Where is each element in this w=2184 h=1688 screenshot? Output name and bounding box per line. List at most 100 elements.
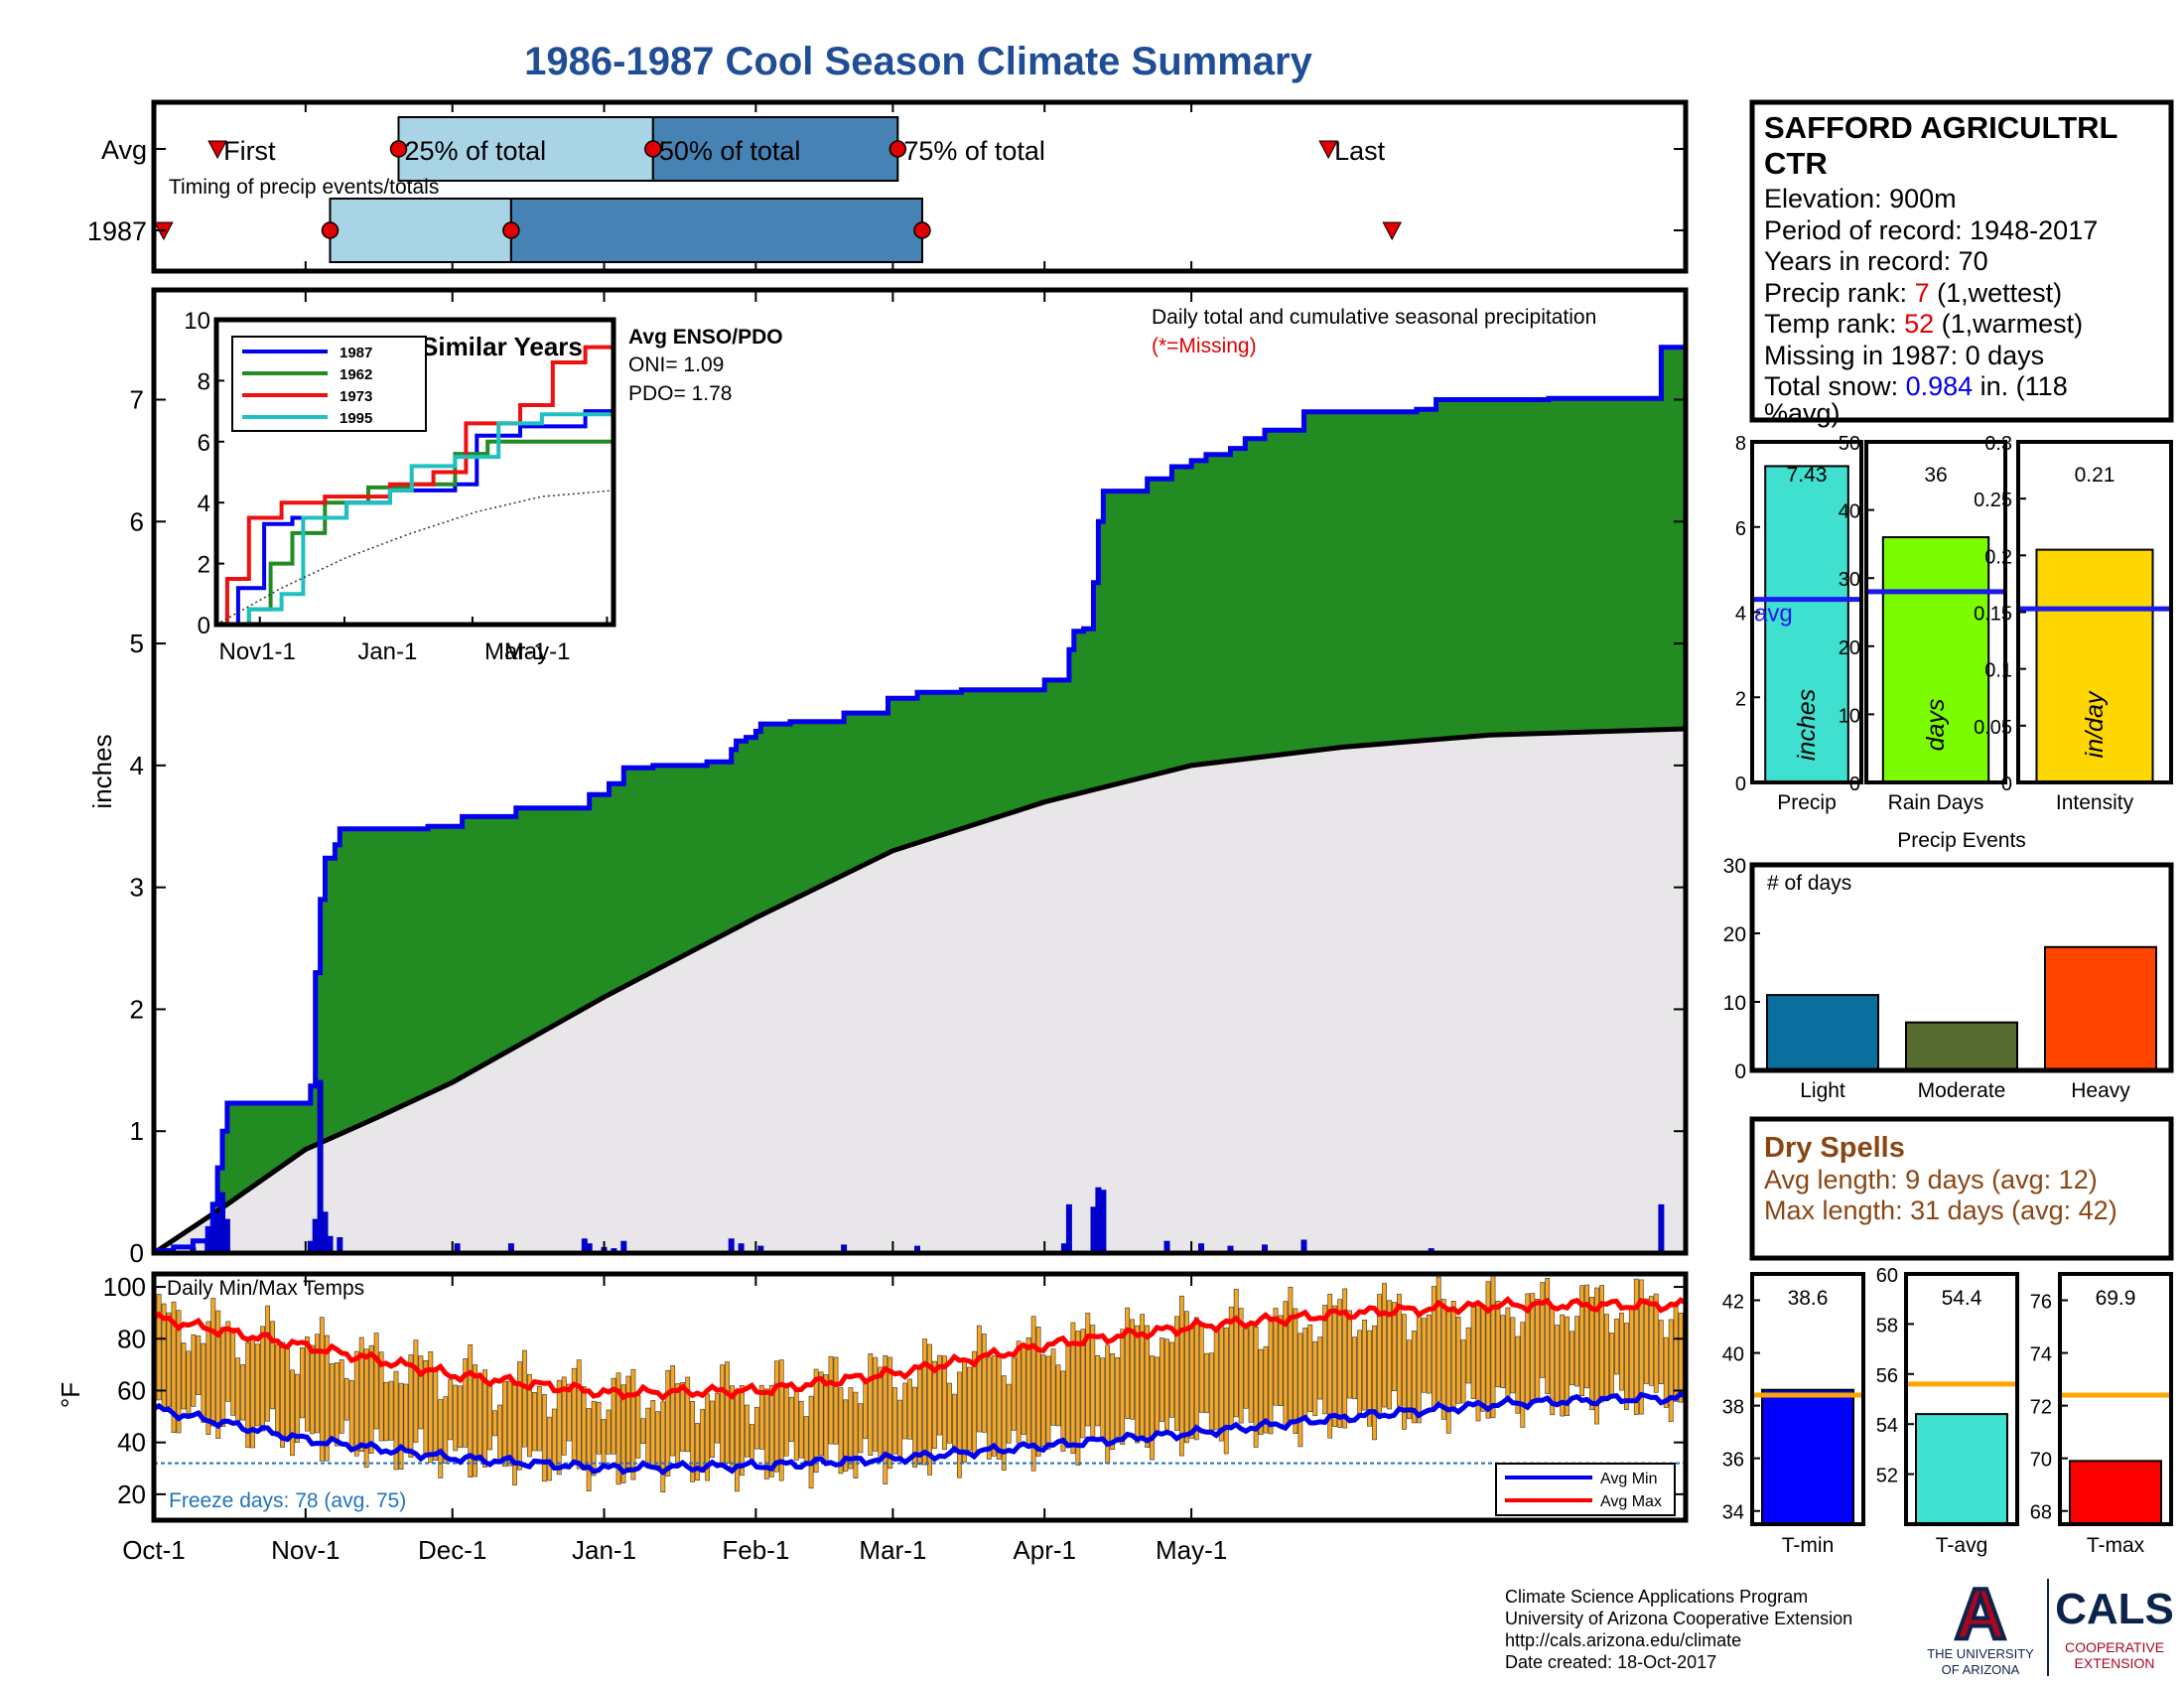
daily-temp-range-bar	[388, 1380, 394, 1441]
daily-temp-range-bar	[734, 1390, 740, 1492]
timing-circle-marker	[888, 140, 907, 158]
summary-category-label: Precip	[1777, 791, 1837, 814]
daily-temp-range-bar	[620, 1384, 626, 1483]
daily-temp-range-bar	[976, 1325, 982, 1433]
daily-temp-range-bar	[1633, 1278, 1639, 1415]
daily-temp-range-bar	[458, 1385, 464, 1449]
daily-precip-bar	[337, 1237, 343, 1253]
daily-temp-range-bar	[739, 1385, 745, 1477]
daily-temp-range-bar	[492, 1410, 497, 1437]
daily-temp-range-bar	[255, 1343, 260, 1427]
daily-temp-range-bar	[1435, 1276, 1441, 1402]
temp-summary-frame	[1750, 1272, 1865, 1526]
month-tick-label: Apr-1	[1013, 1535, 1076, 1565]
summary-unit-label: inches	[1793, 689, 1821, 761]
daily-temp-range-bar	[383, 1381, 389, 1442]
daily-temp-range-bar	[1609, 1333, 1614, 1397]
daily-temp-range-bar	[1075, 1331, 1081, 1466]
daily-temp-range-bar	[1426, 1315, 1432, 1394]
daily-temp-range-bar	[196, 1336, 202, 1395]
inset-legend-label: 1987	[340, 345, 372, 361]
daily-temp-range-bar	[453, 1384, 459, 1452]
daily-temp-range-bar	[897, 1399, 903, 1460]
daily-temp-range-bar	[902, 1382, 908, 1440]
temp-summary-y-tick-label: 72	[2030, 1397, 2052, 1419]
daily-temp-range-bar	[546, 1416, 552, 1481]
daily-temp-range-bar	[1293, 1308, 1298, 1435]
daily-precip-bar	[841, 1244, 848, 1253]
daily-temp-range-bar	[853, 1391, 859, 1478]
daily-temp-range-bar	[1322, 1305, 1328, 1415]
temp-panel-title: Daily Min/Max Temps	[167, 1277, 364, 1300]
events-y-label: # of days	[1767, 872, 1851, 895]
daily-temp-range-bar	[630, 1368, 636, 1480]
daily-temp-range-bar	[1160, 1337, 1164, 1422]
daily-temp-range-bar	[290, 1369, 295, 1457]
daily-temp-range-bar	[1238, 1308, 1244, 1424]
summary-value-label: 7.43	[1787, 464, 1828, 487]
daily-temp-range-bar	[1470, 1303, 1476, 1399]
daily-temp-range-bar	[878, 1366, 884, 1460]
temp-summary-y-tick-label: 36	[1722, 1450, 1744, 1472]
main-y-axis-label: inches	[87, 734, 117, 808]
daily-temp-range-bar	[1150, 1355, 1155, 1461]
daily-temp-range-bar	[363, 1348, 369, 1469]
month-tick-label: Nov-1	[271, 1535, 340, 1565]
daily-temp-range-bar	[1001, 1375, 1007, 1471]
daily-temp-range-bar	[823, 1374, 829, 1462]
daily-temp-range-bar	[1545, 1278, 1551, 1394]
daily-temp-range-bar	[378, 1351, 384, 1442]
daily-temp-range-bar	[156, 1294, 162, 1401]
daily-temp-range-bar	[478, 1376, 482, 1462]
daily-temp-range-bar	[1060, 1370, 1066, 1452]
daily-temp-range-bar	[393, 1370, 399, 1471]
daily-temp-range-bar	[482, 1369, 487, 1468]
daily-temp-range-bar	[1312, 1340, 1318, 1417]
precip-events-panel: Precip Events Light Moderate Heavy0102030 …	[1723, 829, 2174, 1102]
summary-y-tick-label: 0	[1849, 774, 1860, 795]
daily-temp-range-bar	[907, 1378, 912, 1440]
daily-temp-range-bar	[956, 1371, 962, 1478]
daily-temp-range-bar	[1407, 1339, 1412, 1420]
timing-25-label: 25% of total	[404, 136, 546, 166]
daily-temp-range-bar	[1332, 1305, 1338, 1427]
daily-precip-bar	[728, 1238, 735, 1253]
daily-temp-range-bar	[873, 1356, 879, 1452]
daily-temp-range-bar	[1273, 1308, 1279, 1406]
daily-temp-range-bar	[917, 1367, 922, 1466]
daily-temp-range-bar	[487, 1383, 492, 1451]
temp-y-tick-label: 100	[103, 1272, 146, 1302]
daily-precip-bar	[322, 1211, 329, 1253]
temperature-summary-bars: 34 36 38 40 42 38.6 T-min 52 54 56 58 60 54.4 T-avg 68…	[1722, 1265, 2173, 1557]
daily-temp-range-bar	[358, 1336, 364, 1452]
daily-temp-range-bar	[245, 1341, 251, 1449]
daily-temp-range-bar	[1337, 1299, 1343, 1428]
daily-temp-range-bar	[260, 1326, 265, 1432]
inset-legend-label: 1962	[340, 366, 372, 383]
footer-line2: University of Arizona Cooperative Extens…	[1505, 1609, 1852, 1628]
timing-circle-marker	[502, 221, 520, 239]
timing-caption: Timing of precip events/totals	[169, 176, 439, 199]
main-y-tick-label: 4	[130, 751, 144, 780]
daily-temp-range-bar	[883, 1355, 888, 1484]
month-tick-label: Feb-1	[722, 1535, 789, 1565]
daily-temp-range-bar	[1485, 1281, 1491, 1419]
daily-temp-range-bar	[1278, 1315, 1284, 1407]
timing-50-label: 50% of total	[659, 136, 801, 166]
svg-text:CALS: CALS	[2055, 1585, 2174, 1633]
inset-legend-label: 1973	[340, 388, 372, 405]
daily-temp-range-bar	[556, 1379, 562, 1476]
daily-temp-range-bar	[744, 1404, 750, 1458]
daily-temp-range-bar	[1638, 1279, 1644, 1415]
daily-temp-range-bar	[423, 1360, 429, 1456]
timing-triangle-marker	[207, 140, 227, 160]
inset-y-tick-label: 8	[198, 368, 210, 395]
station-elevation: Elevation: 900m	[1764, 184, 1957, 213]
daily-temp-range-bar	[1579, 1285, 1584, 1396]
temp-summary-y-tick-label: 76	[2030, 1292, 2052, 1314]
daily-temp-range-bar	[225, 1321, 231, 1402]
daily-temp-range-bar	[304, 1336, 310, 1432]
daily-temp-range-bar	[1367, 1330, 1372, 1427]
station-info-box: SAFFORD AGRICULTRL CTR Elevation: 900m P…	[1749, 99, 2174, 428]
